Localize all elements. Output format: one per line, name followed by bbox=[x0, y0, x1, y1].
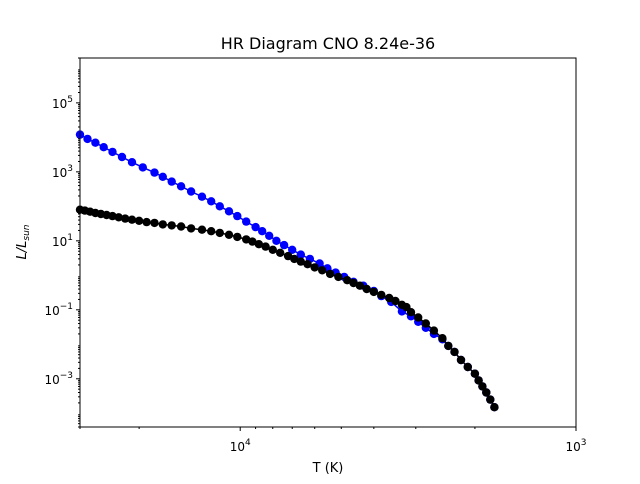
series-0-point-5 bbox=[117, 152, 127, 162]
series-1-point-9 bbox=[127, 215, 137, 224]
series-1-point-41 bbox=[377, 290, 386, 300]
series-0-point-3 bbox=[99, 143, 108, 152]
series-1-point-60 bbox=[490, 403, 499, 412]
series-0-point-20 bbox=[258, 227, 267, 236]
series-1-point-14 bbox=[167, 221, 176, 230]
series-1-point-34 bbox=[325, 269, 335, 279]
y-tick-label-0: 10−3 bbox=[44, 371, 73, 387]
series-1-point-53 bbox=[456, 355, 466, 365]
series-1-point-33 bbox=[318, 266, 327, 275]
y-tick-label-3: 103 bbox=[52, 164, 73, 180]
y-axis-label-main: L/L bbox=[15, 241, 30, 260]
series-1-point-58 bbox=[482, 388, 491, 397]
series-1-point-30 bbox=[296, 257, 305, 266]
series-1-point-48 bbox=[421, 319, 430, 328]
series-1-point-27 bbox=[276, 248, 285, 257]
series-0-point-17 bbox=[233, 211, 242, 221]
series-1-point-21 bbox=[233, 232, 242, 242]
series-1-point-32 bbox=[310, 263, 319, 272]
series-0-point-11 bbox=[176, 182, 186, 191]
series-1-point-55 bbox=[470, 369, 480, 378]
series-1-point-8 bbox=[121, 214, 130, 223]
series-1-point-40 bbox=[369, 287, 378, 297]
series-1-point-10 bbox=[134, 216, 144, 225]
series-1-point-39 bbox=[362, 284, 371, 294]
series-1-point-43 bbox=[391, 296, 400, 306]
y-tick-label-1: 10−1 bbox=[44, 302, 73, 318]
series-1-point-18 bbox=[207, 227, 216, 236]
y-axis-label-sub: sun bbox=[22, 224, 32, 240]
series-1-point-51 bbox=[444, 341, 453, 351]
series-1-point-57 bbox=[478, 382, 487, 391]
series-0-point-1 bbox=[83, 134, 92, 144]
x-axis-label: T (K) bbox=[312, 461, 344, 476]
series-1-point-31 bbox=[303, 260, 312, 269]
series-0-point-6 bbox=[127, 158, 137, 167]
series-1-point-59 bbox=[486, 395, 495, 404]
plot-frame bbox=[79, 57, 577, 428]
series-0-point-23 bbox=[279, 240, 289, 250]
y-tick-label-2: 101 bbox=[52, 233, 73, 249]
series-0-point-15 bbox=[215, 202, 224, 211]
series-1-point-11 bbox=[142, 217, 151, 227]
series-0-point-16 bbox=[224, 207, 234, 216]
series-1-point-50 bbox=[438, 334, 447, 343]
series-1-point-35 bbox=[334, 272, 343, 282]
x-tick-label-1: 103 bbox=[565, 438, 586, 454]
series-1-point-54 bbox=[463, 362, 472, 372]
series-0-point-24 bbox=[288, 245, 297, 254]
series-1-point-52 bbox=[450, 347, 459, 357]
series-0-point-9 bbox=[158, 172, 167, 181]
series-1-point-56 bbox=[474, 376, 483, 385]
series-0-point-2 bbox=[91, 138, 100, 147]
series-0-point-7 bbox=[138, 163, 147, 172]
series-1-point-47 bbox=[414, 313, 423, 322]
x-tick-label-0: 104 bbox=[230, 438, 251, 454]
series-1-point-29 bbox=[290, 254, 299, 264]
series-0-point-4 bbox=[108, 147, 117, 157]
series-1-point-24 bbox=[254, 240, 264, 249]
series-1-point-23 bbox=[248, 237, 257, 246]
series-0-point-10 bbox=[167, 177, 176, 186]
series-1-point-36 bbox=[343, 276, 352, 285]
series-1-point-12 bbox=[150, 218, 159, 228]
series-1-point-20 bbox=[224, 230, 234, 239]
series-0-point-13 bbox=[197, 192, 207, 201]
series-1-point-26 bbox=[268, 245, 277, 254]
chart-title: HR Diagram CNO 8.24e-36 bbox=[221, 34, 435, 53]
axis-ticks: 104 103 10−3 10−1 101 103 105 bbox=[44, 57, 587, 454]
series-1-point-37 bbox=[349, 278, 358, 288]
series-0-point-21 bbox=[265, 231, 274, 240]
series-1-point-25 bbox=[261, 242, 270, 251]
series-1-point-7 bbox=[114, 213, 123, 222]
series-1-point-38 bbox=[355, 281, 365, 290]
y-axis-label: L/Lsun bbox=[15, 224, 32, 259]
series-0-point-25 bbox=[296, 250, 305, 259]
series-0-point-14 bbox=[207, 197, 216, 206]
series-0-point-18 bbox=[242, 217, 251, 226]
series-1-point-46 bbox=[406, 308, 416, 317]
series-1-point-15 bbox=[176, 222, 186, 231]
series-1-point-19 bbox=[215, 228, 224, 238]
series-0-point-19 bbox=[251, 222, 260, 232]
series-1-point-17 bbox=[197, 225, 207, 234]
series-0-point-8 bbox=[150, 168, 159, 177]
series-0-point-22 bbox=[272, 236, 281, 245]
series-1-point-13 bbox=[158, 220, 167, 229]
series-0-point-12 bbox=[186, 187, 196, 196]
y-tick-label-4: 105 bbox=[52, 95, 73, 111]
data-points bbox=[75, 130, 499, 412]
series-1-point-16 bbox=[186, 224, 196, 233]
series-1-point-49 bbox=[429, 326, 439, 335]
